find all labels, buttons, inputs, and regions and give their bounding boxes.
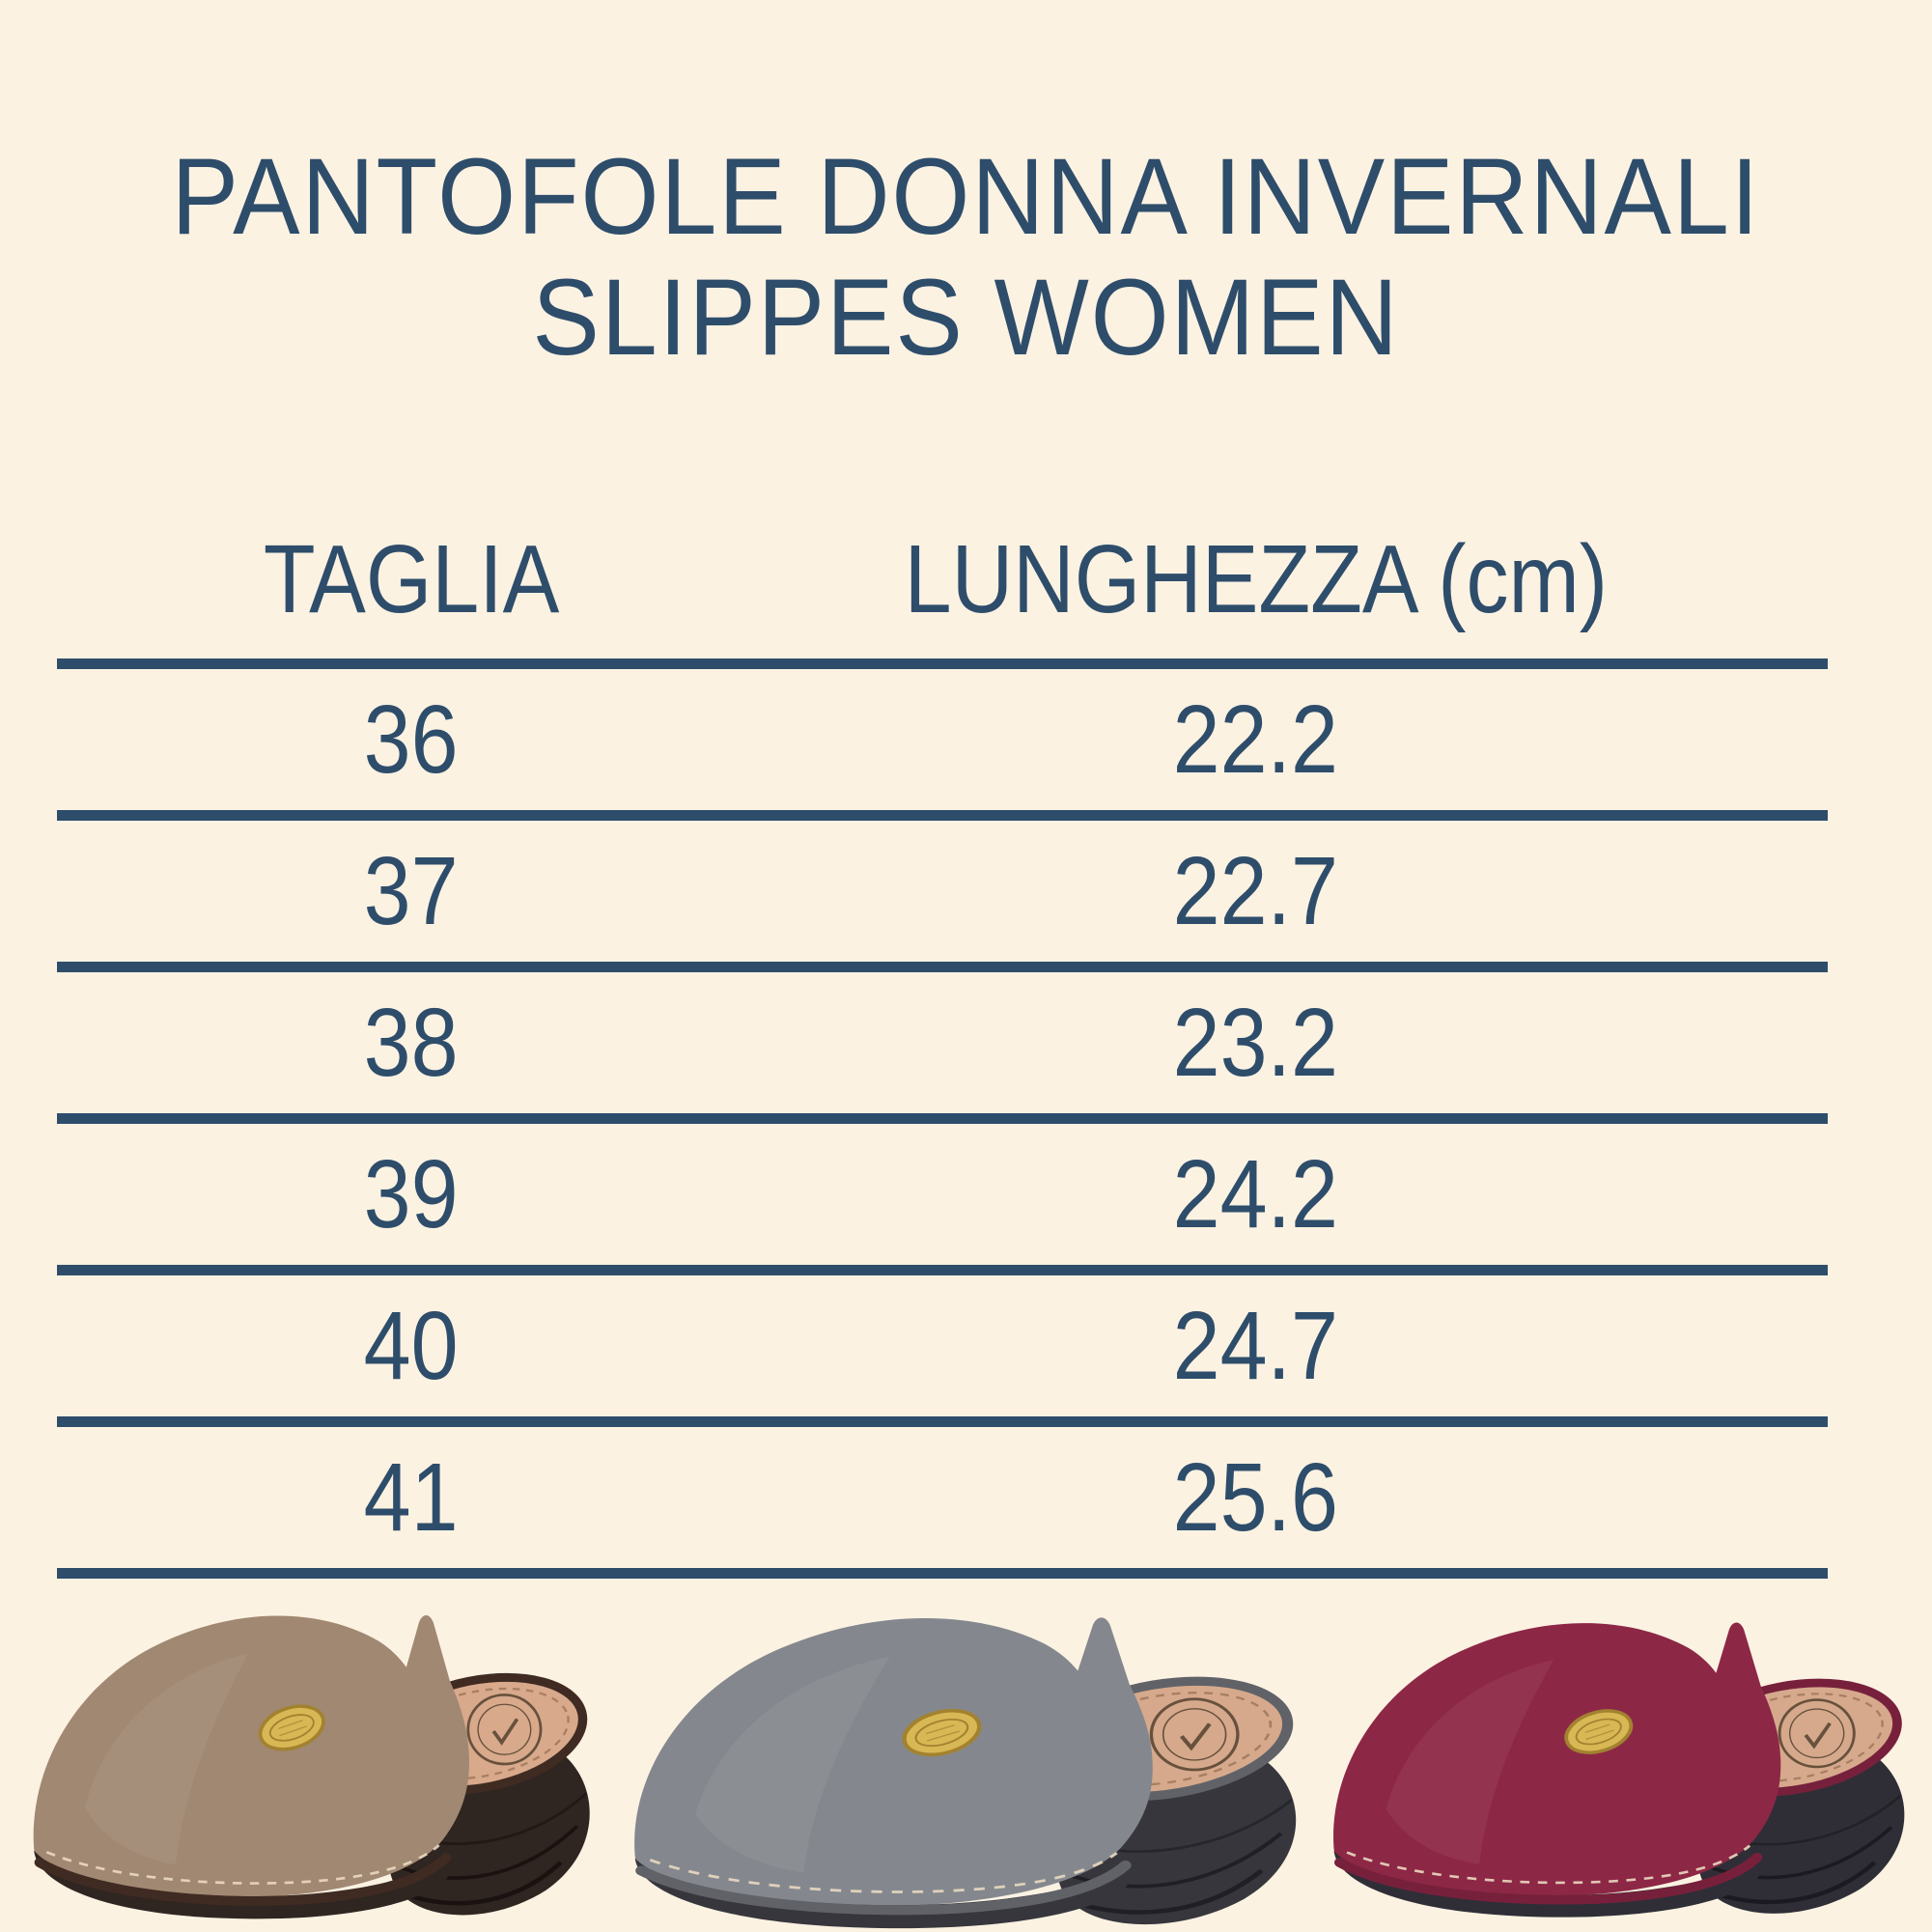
length-value-cell: 23.2 <box>1172 988 1339 1097</box>
table-row: 39 24.2 <box>57 1124 1828 1275</box>
size-value-cell: 40 <box>363 1291 459 1400</box>
product-photos-strip <box>0 1584 1932 1932</box>
table-row: 40 24.7 <box>57 1275 1828 1427</box>
size-table-header-row: TAGLIA LUNGHEZZA (cm) <box>57 463 1828 669</box>
length-value-cell: 24.2 <box>1172 1139 1339 1248</box>
size-value-cell: 38 <box>363 988 459 1097</box>
table-row: 36 22.2 <box>57 669 1828 821</box>
length-value-cell: 22.2 <box>1172 685 1339 794</box>
length-value-cell: 22.7 <box>1172 836 1339 945</box>
title-line-2: SLIPPES WOMEN <box>532 257 1400 378</box>
title-line-1: PANTOFOLE DONNA INVERNALI <box>171 136 1761 258</box>
table-row: 38 23.2 <box>57 972 1828 1124</box>
size-table: TAGLIA LUNGHEZZA (cm) 36 22.2 37 22.7 <box>57 463 1828 1579</box>
length-value-cell: 25.6 <box>1172 1442 1339 1552</box>
slipper-photo-grey <box>620 1602 1311 1932</box>
column-header-taglia: TAGLIA <box>263 525 560 633</box>
page-title: PANTOFOLE DONNA INVERNALI SLIPPES WOMEN <box>0 136 1932 378</box>
size-table-body: 36 22.2 37 22.7 38 23.2 39 <box>57 669 1828 1579</box>
size-value-cell: 41 <box>363 1442 459 1552</box>
slipper-photo-brown <box>21 1600 602 1928</box>
table-row: 41 25.6 <box>57 1427 1828 1579</box>
slipper-photo-bordeaux <box>1321 1608 1918 1926</box>
size-value-cell: 36 <box>363 685 459 794</box>
size-value-cell: 39 <box>363 1139 459 1248</box>
table-row: 37 22.7 <box>57 821 1828 972</box>
size-value-cell: 37 <box>363 836 459 945</box>
length-value-cell: 24.7 <box>1172 1291 1339 1400</box>
column-header-lunghezza: LUNGHEZZA (cm) <box>904 525 1608 633</box>
